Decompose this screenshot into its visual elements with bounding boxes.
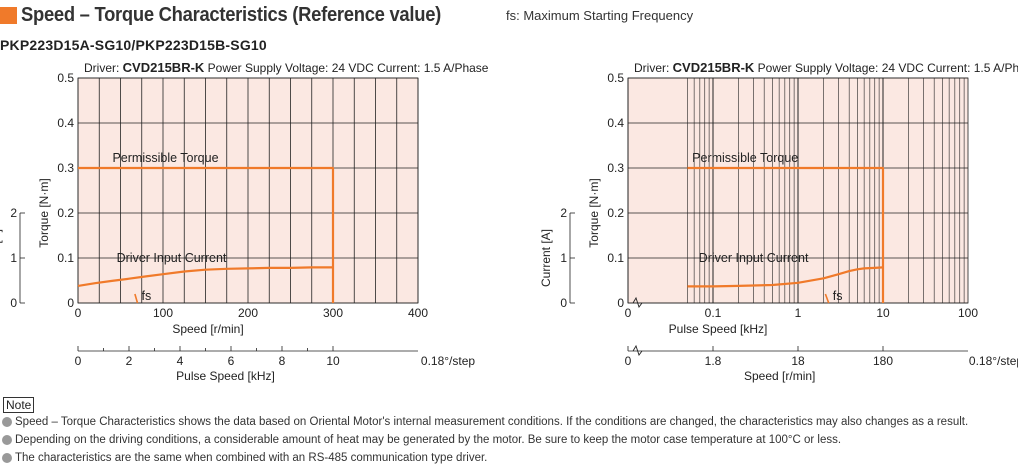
secondary-x-tick-label: 0 (75, 354, 82, 368)
annotation-fs: fs (833, 289, 843, 303)
current-tick-label: 1 (560, 251, 567, 265)
note-text: The characteristics are the same when co… (15, 452, 488, 464)
secondary-x-tick-label: 4 (177, 354, 184, 368)
note-item: Speed – Torque Characteristics shows the… (2, 416, 968, 428)
note-text: Depending on the driving conditions, a c… (15, 434, 842, 446)
current-axis-label: Current [A] (0, 229, 3, 287)
secondary-x-tick-label: 6 (228, 354, 235, 368)
annotation-driver-input-current: Driver Input Current (117, 251, 227, 265)
y-tick-label: 0.1 (607, 251, 624, 265)
page-title: Speed – Torque Characteristics (Referenc… (21, 3, 442, 26)
x-axis-label: Speed [r/min] (172, 322, 243, 336)
series-fs (134, 293, 139, 304)
y-tick-label: 0.4 (57, 116, 74, 130)
axis-break-mark (632, 344, 643, 356)
current-tick-label: 2 (560, 206, 567, 220)
secondary-x-tick-label: 18 (791, 354, 805, 368)
annotation-fs: fs (142, 289, 152, 303)
current-tick-label: 2 (10, 206, 17, 220)
note-text: Speed – Torque Characteristics shows the… (15, 416, 969, 428)
axis-break-mark (632, 296, 643, 308)
x-tick-label: 400 (408, 306, 428, 320)
y-axis-label: Torque [N·m] (587, 178, 601, 247)
secondary-x-axis-label: Pulse Speed [kHz] (176, 369, 275, 383)
current-tick-label: 0 (10, 296, 17, 310)
driver-model: CVD215BR-K (123, 60, 205, 75)
secondary-x-tick-label: 1.8 (705, 354, 722, 368)
series-driver-input-current (77, 266, 333, 287)
driver-label: Driver: (634, 61, 673, 75)
x-tick-label: 0 (75, 306, 82, 320)
y-tick-label: 0.5 (607, 71, 624, 85)
x-tick-label: 10 (876, 306, 890, 320)
y-tick-label: 0.2 (57, 206, 74, 220)
note-item: The characteristics are the same when co… (2, 452, 487, 464)
note-item: Depending on the driving conditions, a c… (2, 434, 841, 446)
x-tick-label: 0.1 (705, 306, 722, 320)
driver-conditions: Driver: CVD215BR-K Power Supply Voltage:… (634, 60, 1018, 75)
step-angle-label: 0.18°/step (969, 354, 1018, 368)
y-axis-label: Torque [N·m] (37, 178, 51, 247)
secondary-x-tick-label: 8 (279, 354, 286, 368)
driver-label: Driver: (84, 61, 123, 75)
y-tick-label: 0.2 (607, 206, 624, 220)
title-marker (0, 6, 17, 24)
x-axis-label: Pulse Speed [kHz] (669, 322, 768, 336)
annotation-permissible-torque: Permissible Torque (692, 151, 798, 165)
series-permissible-torque (687, 166, 885, 303)
secondary-x-axis-label: Speed [r/min] (744, 369, 815, 383)
page-header: Speed – Torque Characteristics (Referenc… (0, 2, 478, 28)
current-axis-label: Current [A] (539, 229, 553, 287)
driver-conditions: Driver: CVD215BR-K Power Supply Voltage:… (84, 60, 489, 75)
page-subtitle: fs: Maximum Starting Frequency (506, 8, 694, 23)
bullet-icon (2, 453, 12, 463)
annotation-driver-input-current: Driver Input Current (699, 251, 809, 265)
y-tick-label: 0.4 (607, 116, 624, 130)
supply-conditions: Power Supply Voltage: 24 VDC Current: 1.… (204, 61, 488, 75)
bullet-icon (2, 435, 12, 445)
y-tick-label: 0 (67, 296, 74, 310)
x-tick-label: 1 (795, 306, 802, 320)
series-driver-input-current (687, 266, 884, 288)
step-angle-label: 0.18°/step (421, 354, 475, 368)
y-tick-label: 0.3 (607, 161, 624, 175)
x-tick-label: 100 (153, 306, 173, 320)
x-tick-label: 100 (958, 306, 978, 320)
supply-conditions: Power Supply Voltage: 24 VDC Current: 1.… (754, 61, 1018, 75)
annotation-permissible-torque: Permissible Torque (112, 151, 218, 165)
y-tick-label: 0.5 (57, 71, 74, 85)
series-fs (824, 293, 830, 304)
secondary-x-tick-label: 10 (326, 354, 340, 368)
model-label: PKP223D15A-SG10/PKP223D15B-SG10 (0, 37, 267, 53)
current-tick-label: 0 (560, 296, 567, 310)
secondary-x-tick-label: 2 (126, 354, 133, 368)
x-tick-label: 300 (323, 306, 343, 320)
y-tick-label: 0.1 (57, 251, 74, 265)
secondary-x-tick-label: 180 (873, 354, 893, 368)
bullet-icon (2, 417, 12, 427)
y-tick-label: 0.3 (57, 161, 74, 175)
x-tick-label: 200 (238, 306, 258, 320)
y-tick-label: 0 (617, 296, 624, 310)
secondary-x-tick-label: 0 (625, 354, 632, 368)
note-label: Note (3, 397, 35, 413)
x-tick-label: 0 (625, 306, 632, 320)
current-tick-label: 1 (10, 251, 17, 265)
driver-model: CVD215BR-K (673, 60, 755, 75)
series-permissible-torque (78, 166, 335, 303)
